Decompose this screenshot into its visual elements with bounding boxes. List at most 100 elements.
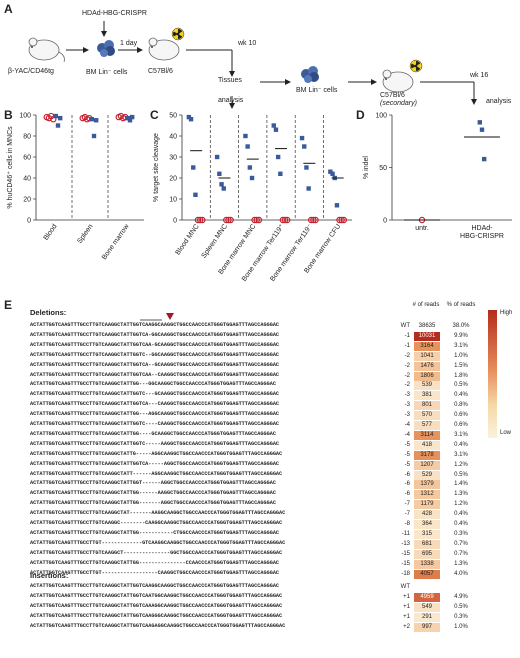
- data-point: [479, 127, 485, 132]
- percent-cell: 4.9%: [454, 593, 468, 600]
- percent-cell: 0.8%: [454, 402, 468, 409]
- percent-cell: 1.0%: [454, 352, 468, 359]
- percent-column-header: % of reads: [446, 302, 476, 308]
- panel-label-e: E: [4, 298, 13, 312]
- sequence: ACTATTGGTCAAGTTTGCCTTGTCAAGGCTATTGGT----…: [30, 480, 276, 487]
- indel-label: -3: [404, 412, 410, 419]
- reads-cell: 1338: [414, 559, 440, 569]
- indel-label: -6: [404, 481, 410, 488]
- indel-label: -6: [404, 491, 410, 498]
- y-tick-label: 30: [169, 155, 177, 162]
- data-point: [307, 216, 315, 224]
- indel-label: -18: [401, 570, 410, 577]
- table-row: ACTATTGGTCAAGTTTGCCTTGTCAAGGCTATTGGTCAAT…: [0, 592, 520, 602]
- indel-label: -7: [404, 501, 410, 508]
- data-point: [219, 182, 224, 187]
- data-point: [281, 216, 289, 224]
- insertions-title: Insertions:: [30, 571, 69, 580]
- table-row: ACTATTGGTCAAGTTTGCCTTGTCAAGGC--------CAA…: [0, 520, 520, 529]
- table-row: ACTATTGGTCAAGTTTGCCTTGTCAAGGCTATTGGTCA-G…: [0, 331, 520, 341]
- legend-low: Low: [500, 430, 512, 436]
- data-point: [53, 113, 58, 119]
- reads-cell: 3114: [414, 430, 440, 440]
- sequence: ACTATTGGTCAAGTTTGCCTTGTCAAGGCTATTGG---GG…: [30, 381, 276, 388]
- y-tick-label: 10: [169, 197, 177, 204]
- data-point: [253, 216, 260, 224]
- panel-a-diagram: [28, 21, 477, 109]
- mouse-icon: [148, 37, 180, 61]
- indel-label: -1: [404, 332, 410, 339]
- table-row: ACTATTGGTCAAGTTTGCCTTGTCAAGGCTATTGGT----…: [0, 480, 520, 490]
- sequence: ACTATTGGTCAAGTTTGCCTTGTCAAGGCTATTGGTCA--…: [30, 361, 280, 368]
- radiation-icon: [171, 27, 185, 41]
- percent-cell: 1.3%: [454, 560, 468, 567]
- data-point: [299, 135, 305, 141]
- reads-cell: 529: [414, 470, 440, 480]
- reads-cell: 1207: [414, 460, 440, 470]
- percent-cell: 1.3%: [454, 491, 468, 498]
- data-point: [278, 171, 283, 176]
- category-label: Blood MNC: [175, 223, 201, 256]
- percent-cell: 0.4%: [454, 511, 468, 518]
- table-row: ACTATTGGTCAAGTTTGCCTTGTCAAGGCTATTGG---AG…: [0, 411, 520, 421]
- sequence: ACTATTGGTCAAGTTTGCCTTGTCAAGGCTATTGGTCAAG…: [30, 612, 283, 619]
- cut-site-marker-icon: [140, 313, 174, 321]
- reads-cell: 1476: [414, 361, 440, 371]
- data-point: [302, 144, 307, 149]
- data-point: [227, 216, 234, 224]
- panel-label-c: C: [150, 108, 159, 122]
- y-tick-label: 50: [379, 165, 387, 172]
- sequence: ACTATTGGTCAAGTTTGCCTTGTCAAGGCTATTGGTCAAT…: [30, 592, 283, 599]
- data-point: [275, 154, 281, 160]
- y-tick-label: 40: [169, 134, 177, 141]
- y-tick-label: 50: [169, 113, 177, 120]
- week-10-label: wk 10: [238, 40, 257, 47]
- y-axis-label: % indel: [363, 156, 370, 179]
- data-point: [221, 186, 226, 191]
- sequence: ACTATTGGTCAAGTTTGCCTTGTCAAGGCTATTGGTCAAA…: [30, 602, 283, 609]
- percent-cell: 0.3%: [454, 613, 468, 620]
- data-point: [194, 216, 202, 224]
- indel-label: -11: [401, 530, 410, 537]
- table-row: ACTATTGGTCAAGTTTGCCTTGTCAAGGCT----------…: [0, 549, 520, 559]
- table-row: ACTATTGGTCAAGTTTGCCTTGTCAAGGCTATTGGTC---…: [0, 391, 520, 401]
- percent-cell: 0.4%: [454, 441, 468, 448]
- cells-label-2: BM Lin⁻ cells: [296, 87, 338, 94]
- table-row: ACTATTGGTCAAGTTTGCCTTGTCAAGGCTATTGGTC--G…: [0, 351, 520, 361]
- data-point: [58, 115, 63, 121]
- reads-cell: 3178: [414, 450, 440, 460]
- y-tick-label: 100: [19, 113, 31, 120]
- sequence: ACTATTGGTCAAGTTTGCCTTGTCAAGGCTATTGG---AG…: [30, 411, 280, 418]
- sequence: ACTATTGGTCAAGTTTGCCTTGTCAAGGCTATTGGTCAA-…: [30, 341, 280, 348]
- sequence: ACTATTGGTCAAGTTTGCCTTGTCAAGGCTATTGGTCAAG…: [30, 622, 286, 629]
- table-row: ACTATTGGTCAAGTTTGCCTTGTCAAGGCTATTGGTCAAG…: [0, 622, 520, 632]
- y-tick-label: 60: [23, 155, 31, 162]
- percent-cell: 0.7%: [454, 540, 468, 547]
- indel-label: -2: [404, 362, 410, 369]
- reads-cell: 4057: [414, 569, 440, 579]
- indel-label: -3: [404, 392, 410, 399]
- sequence: ACTATTGGTCAAGTTTGCCTTGTCAAGGC--------CAA…: [30, 520, 283, 526]
- indel-label: -2: [404, 382, 410, 389]
- indel-label: WT: [400, 323, 410, 329]
- data-point: [191, 165, 196, 170]
- y-axis-label: % target site cleavage: [153, 133, 160, 202]
- cell-cluster-icon: [97, 40, 115, 57]
- sequence: ACTATTGGTCAAGTTTGCCTTGTCAAGGCTATTGGTCAA-…: [30, 371, 280, 378]
- table-row: ACTATTGGTCAAGTTTGCCTTGTCAAGGCTATT------A…: [0, 470, 520, 480]
- recipient-label-1: C57Bl/6: [148, 68, 173, 75]
- sequence: ACTATTGGTCAAGTTTGCCTTGTCAAGGCTAT-------A…: [30, 510, 286, 517]
- percent-cell: 1.2%: [454, 461, 468, 468]
- recipient-label-2: C57Bl/6: [380, 92, 405, 99]
- panel-label-d: D: [356, 108, 365, 122]
- data-point: [199, 216, 206, 224]
- table-row: ACTATTGGTCAAGTTTGCCTTGT-----------------…: [0, 569, 520, 579]
- y-tick-label: 100: [375, 113, 387, 120]
- data-point: [334, 203, 340, 208]
- table-row: ACTATTGGTCAAGTTTGCCTTGTCAAGGCTATTGGTC---…: [0, 440, 520, 450]
- sequence: ACTATTGGTCAAGTTTGCCTTGTCAAGGCTATTGG-----…: [30, 490, 276, 497]
- percent-cell: 3.1%: [454, 431, 468, 438]
- data-point: [306, 186, 311, 191]
- indel-label: WT: [400, 584, 410, 590]
- indel-label: -1: [404, 342, 410, 349]
